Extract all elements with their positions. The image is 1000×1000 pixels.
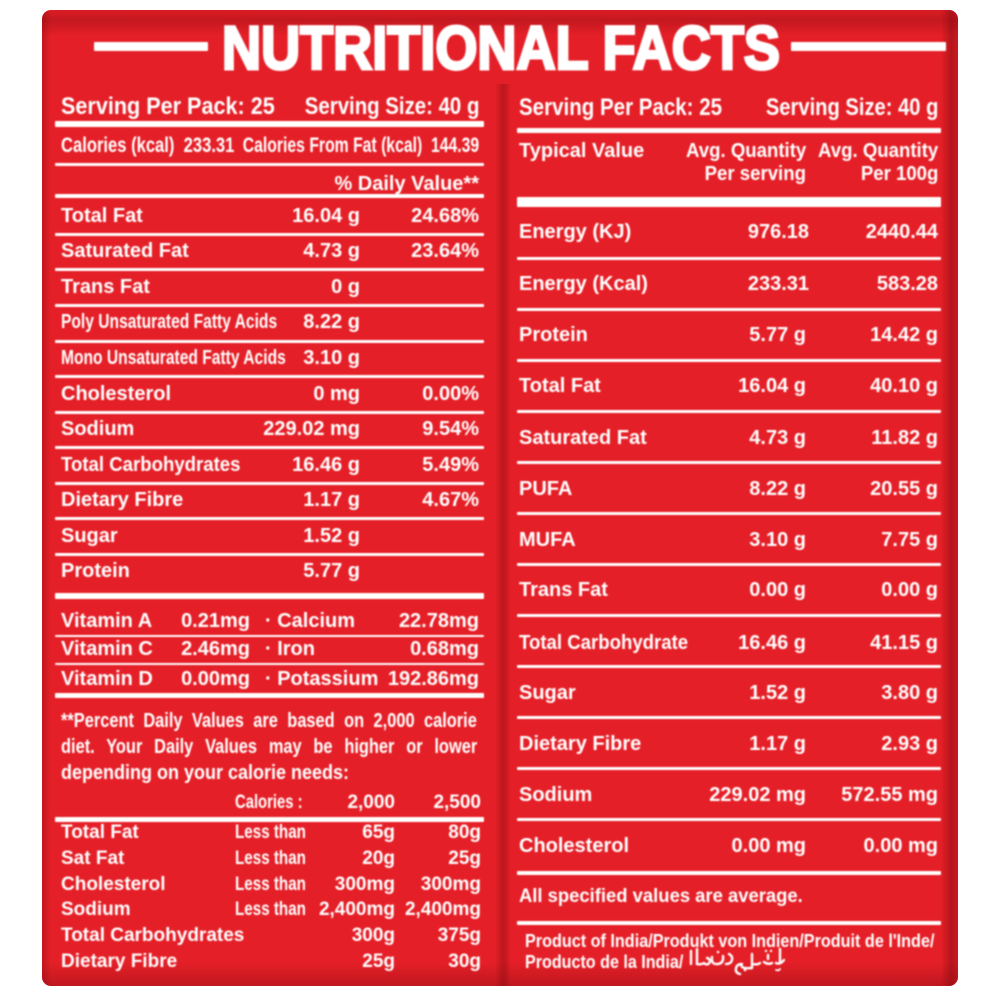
svg-text:NUTRITIONAL FACTS: NUTRITIONAL FACTS [222,14,780,82]
